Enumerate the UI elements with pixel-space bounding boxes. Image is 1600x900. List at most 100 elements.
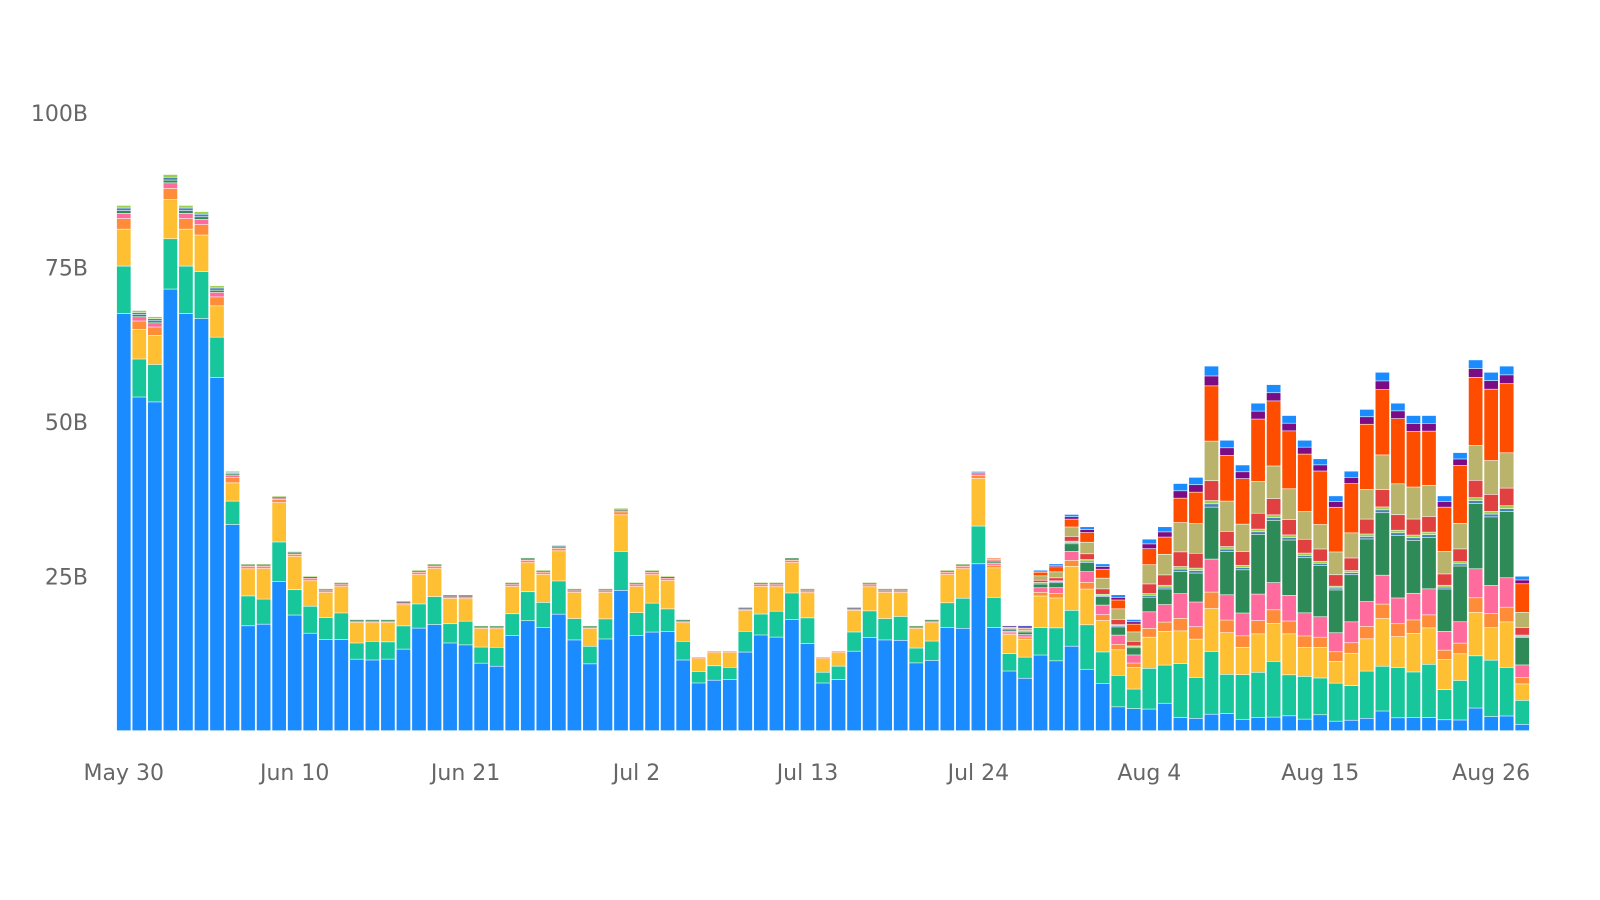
bar-segment (1391, 535, 1405, 598)
bar-segment (272, 502, 287, 542)
bar-segment (272, 497, 287, 499)
bar-segment (1251, 672, 1265, 718)
bar-segment (194, 219, 209, 225)
bar-segment (707, 653, 722, 666)
bar-segment (1002, 628, 1017, 630)
bar-segment (1142, 612, 1157, 628)
bar-segment (800, 593, 815, 618)
bar-stack (132, 310, 147, 731)
bar-segment (1266, 610, 1281, 624)
bar-segment (1468, 377, 1483, 446)
bar-segment (427, 596, 442, 625)
bar-segment (210, 297, 224, 306)
bar-segment (536, 602, 551, 628)
bar-segment (132, 310, 147, 313)
bar-segment (1359, 424, 1374, 490)
bar-segment (132, 314, 147, 317)
bar-segment (1406, 717, 1421, 731)
bar-segment (365, 620, 380, 621)
bar-segment (1313, 524, 1328, 549)
bar-segment (1080, 529, 1095, 533)
bar-segment (349, 621, 364, 623)
bar-segment (303, 577, 318, 578)
bar-segment (474, 626, 489, 628)
bar-segment (1033, 583, 1048, 585)
bar-segment (365, 620, 380, 621)
bar-stack (1406, 415, 1421, 731)
bar-segment (987, 597, 1001, 628)
bar-segment (334, 584, 349, 585)
bar-segment (909, 626, 924, 627)
bar-segment (287, 556, 302, 590)
bar-segment (1002, 671, 1017, 731)
bar-segment (1064, 544, 1079, 552)
bar-segment (1142, 549, 1157, 565)
bar-segment (318, 589, 333, 590)
bar-segment (210, 290, 224, 293)
bar-segment (924, 621, 939, 623)
bar-segment (971, 526, 986, 564)
bar-segment (878, 589, 893, 590)
bar-segment (1220, 551, 1234, 595)
bar-segment (1375, 575, 1390, 604)
bar-segment (427, 624, 442, 731)
bar-stack (1484, 372, 1499, 731)
bar-segment (1515, 612, 1530, 628)
bar-segment (862, 611, 877, 638)
bar-segment (707, 666, 722, 680)
bar-segment (1049, 593, 1063, 598)
bar-segment (971, 478, 986, 526)
bar-segment (1453, 566, 1467, 622)
bar-segment (1406, 540, 1421, 593)
bar-segment (1499, 453, 1514, 488)
bar-segment (1391, 624, 1405, 637)
bar-segment (381, 620, 395, 621)
bar-segment (971, 472, 986, 473)
bar-stack (722, 651, 737, 731)
bar-segment (1033, 570, 1048, 571)
bar-segment (1018, 626, 1032, 627)
bar-segment (1251, 481, 1265, 513)
bar-segment (1266, 517, 1281, 521)
bar-segment (241, 565, 255, 567)
bar-segment (940, 571, 955, 572)
bar-segment (443, 595, 457, 596)
bar-segment (520, 563, 535, 592)
bar-segment (1328, 575, 1343, 586)
bar-segment (163, 177, 178, 180)
bar-segment (1251, 411, 1265, 419)
bar-segment (753, 583, 768, 585)
bar-segment (909, 648, 924, 663)
bar-segment (893, 592, 908, 617)
bar-segment (691, 657, 706, 659)
bar-segment (427, 564, 442, 566)
bar-segment (1344, 570, 1359, 573)
bar-segment (1328, 721, 1343, 731)
bar-segment (831, 666, 846, 680)
bar-segment (116, 313, 131, 731)
bar-segment (256, 565, 271, 567)
bar-stack (1002, 625, 1017, 731)
bar-segment (645, 571, 659, 573)
bar-segment (458, 599, 473, 621)
bar-segment (1095, 615, 1110, 621)
bar-segment (1173, 631, 1188, 664)
bar-segment (1484, 460, 1499, 495)
bar-segment (1204, 500, 1219, 504)
bar-segment (505, 586, 520, 614)
bar-segment (1313, 465, 1328, 471)
bar-segment (1189, 485, 1203, 492)
bar-segment (753, 586, 768, 614)
bar-segment (551, 548, 566, 551)
bar-segment (971, 471, 986, 472)
bar-segment (1111, 675, 1126, 707)
bar-segment (1002, 633, 1017, 635)
bar-segment (210, 286, 224, 288)
bar-segment (1282, 537, 1297, 540)
bar-segment (629, 583, 644, 585)
bar-segment (1126, 709, 1141, 731)
bar-segment (1126, 655, 1141, 663)
bar-segment (1126, 689, 1141, 709)
bar-segment (1359, 539, 1374, 602)
bar-stack (551, 545, 566, 731)
